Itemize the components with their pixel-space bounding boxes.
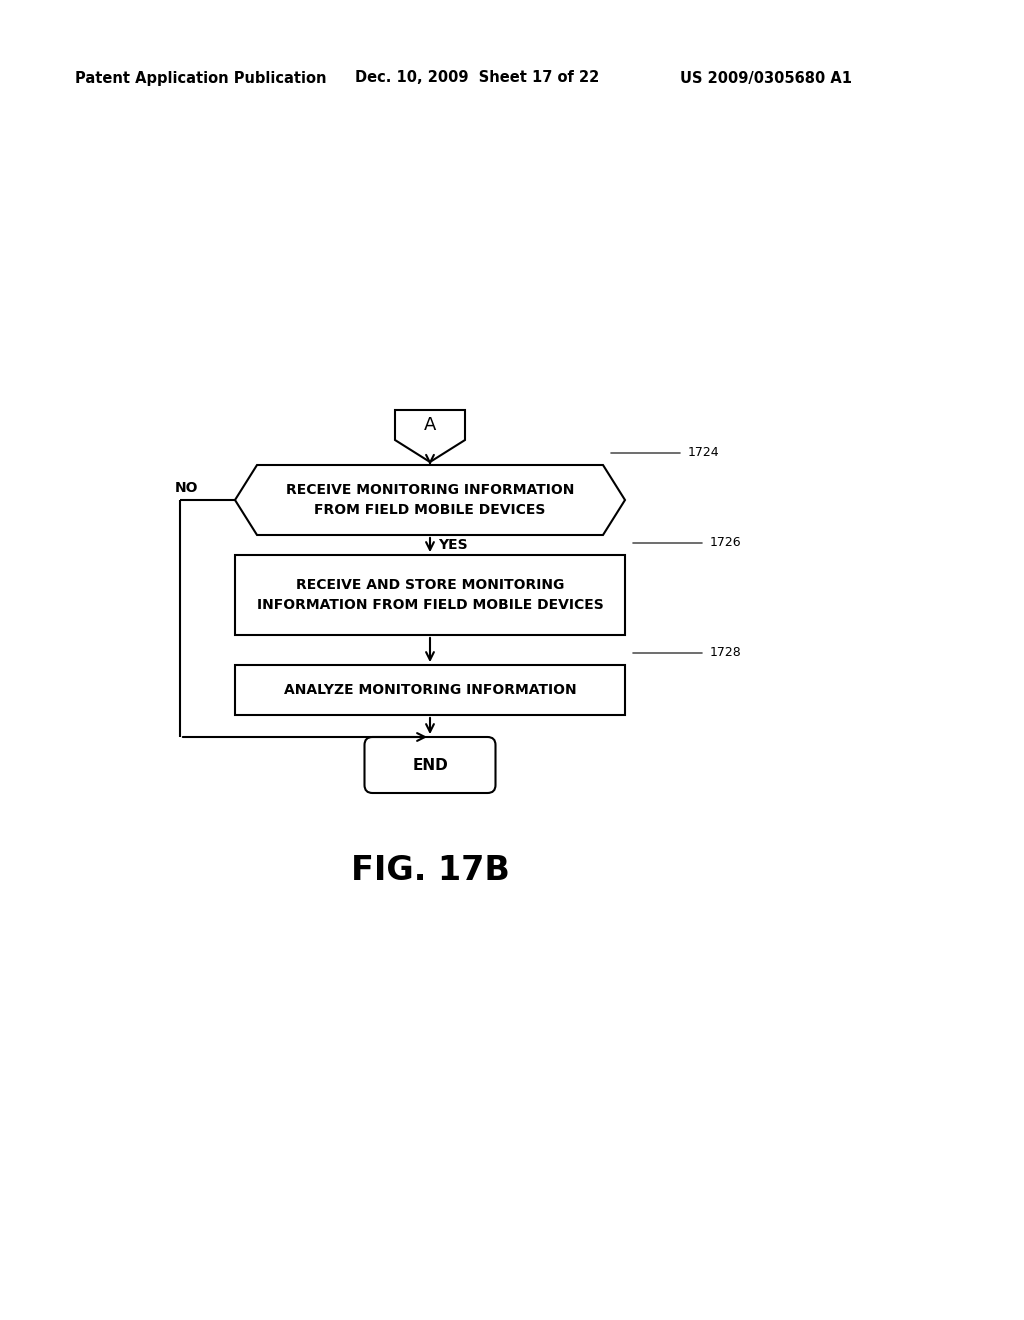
Text: RECEIVE AND STORE MONITORING
INFORMATION FROM FIELD MOBILE DEVICES: RECEIVE AND STORE MONITORING INFORMATION…	[257, 578, 603, 611]
Text: Dec. 10, 2009  Sheet 17 of 22: Dec. 10, 2009 Sheet 17 of 22	[355, 70, 599, 86]
Text: RECEIVE MONITORING INFORMATION
FROM FIELD MOBILE DEVICES: RECEIVE MONITORING INFORMATION FROM FIEL…	[286, 483, 574, 516]
FancyBboxPatch shape	[234, 665, 625, 715]
Text: US 2009/0305680 A1: US 2009/0305680 A1	[680, 70, 852, 86]
Text: A: A	[424, 416, 436, 434]
Text: YES: YES	[438, 539, 468, 552]
Text: FIG. 17B: FIG. 17B	[350, 854, 509, 887]
Text: 1728: 1728	[710, 647, 741, 660]
Polygon shape	[234, 465, 625, 535]
Text: 1724: 1724	[688, 446, 720, 459]
FancyBboxPatch shape	[365, 737, 496, 793]
Text: Patent Application Publication: Patent Application Publication	[75, 70, 327, 86]
Text: NO: NO	[175, 480, 199, 495]
FancyBboxPatch shape	[234, 554, 625, 635]
Polygon shape	[395, 411, 465, 462]
Text: ANALYZE MONITORING INFORMATION: ANALYZE MONITORING INFORMATION	[284, 682, 577, 697]
Text: END: END	[412, 758, 447, 772]
Text: 1726: 1726	[710, 536, 741, 549]
